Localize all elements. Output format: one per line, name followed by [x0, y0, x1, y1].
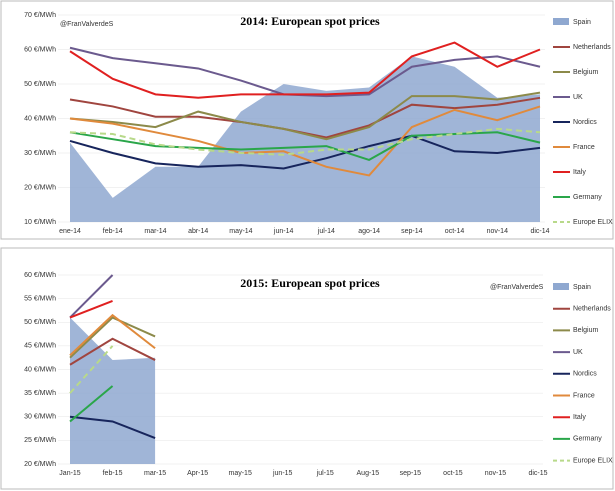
line: [69, 337, 156, 366]
y-tick-label: 45 €/MWh: [24, 343, 56, 350]
legend-label: Italy: [573, 414, 586, 421]
y-tick-label: 60 €/MWh: [24, 46, 56, 53]
y-tick-label: 30 €/MWh: [24, 150, 56, 157]
legend-label: Germany: [573, 436, 602, 443]
line: [69, 345, 114, 394]
legend-label: France: [573, 144, 595, 151]
x-tick-label: sep-14: [401, 228, 423, 235]
legend-label: Italy: [573, 169, 586, 176]
x-tick-label: jul-14: [317, 228, 335, 235]
line: [69, 127, 541, 156]
area: [70, 317, 156, 464]
x-tick-label: jul-15: [316, 470, 334, 477]
legend-label: Nordics: [573, 371, 597, 378]
x-tick-label: may-15: [229, 470, 252, 477]
x-tick-label: feb-14: [103, 228, 123, 235]
x-tick-label: nov-14: [487, 228, 509, 235]
y-tick-label: 25 €/MWh: [24, 437, 56, 444]
x-tick-label: ene-14: [59, 228, 81, 235]
annotation: @FranValverdeS: [490, 284, 544, 291]
x-tick-label: jun-14: [273, 228, 294, 235]
x-tick-label: dic-15: [528, 470, 547, 477]
legend-label: Spain: [573, 19, 591, 26]
line: [69, 385, 114, 423]
legend-label: Spain: [573, 284, 591, 291]
x-tick-label: oct-14: [445, 228, 465, 235]
x-tick-label: sep-15: [400, 470, 422, 477]
line: [69, 105, 541, 177]
legend-label: France: [573, 392, 595, 399]
line: [69, 313, 156, 357]
x-tick-label: oct-15: [443, 470, 463, 477]
x-tick-label: jun-15: [272, 470, 293, 477]
legend-label: Belgium: [573, 69, 598, 76]
y-tick-label: 20 €/MWh: [24, 461, 56, 468]
legend-swatch: [553, 283, 569, 290]
y-tick-label: 35 €/MWh: [24, 390, 56, 397]
legend-label: Belgium: [573, 327, 598, 334]
line: [69, 316, 156, 359]
y-tick-label: 20 €/MWh: [24, 184, 56, 191]
x-tick-label: dic-14: [530, 228, 549, 235]
legend-label: UK: [573, 94, 583, 101]
x-tick-label: ago-14: [358, 228, 380, 235]
legend-swatch: [553, 18, 569, 25]
x-tick-label: nov-15: [485, 470, 507, 477]
y-tick-label: 30 €/MWh: [24, 414, 56, 421]
x-tick-label: mar-14: [144, 228, 166, 235]
legend-label: Netherlands: [573, 44, 611, 51]
line: [69, 274, 114, 319]
legend-label: Nordics: [573, 119, 597, 126]
x-tick-label: may-14: [229, 228, 252, 235]
y-tick-label: 55 €/MWh: [24, 295, 56, 302]
x-tick-label: Aug-15: [357, 470, 380, 477]
line: [69, 300, 113, 319]
x-tick-label: abr-14: [188, 228, 208, 235]
y-tick-label: 40 €/MWh: [24, 115, 56, 122]
line: [69, 134, 541, 170]
x-tick-label: Jan-15: [59, 470, 81, 477]
y-tick-label: 70 €/MWh: [24, 12, 56, 19]
x-tick-label: feb-15: [103, 470, 123, 477]
chart-title: 2014: European spot prices: [240, 14, 380, 28]
legend-label: UK: [573, 349, 583, 356]
line: [69, 41, 541, 99]
x-tick-label: Apr-15: [187, 470, 208, 477]
legend-label: Netherlands: [573, 306, 611, 313]
x-tick-label: mar-15: [144, 470, 166, 477]
y-tick-label: 50 €/MWh: [24, 319, 56, 326]
chart-title: 2015: European spot prices: [240, 276, 380, 290]
line: [69, 91, 541, 141]
y-tick-label: 50 €/MWh: [24, 81, 56, 88]
area: [70, 56, 540, 223]
line: [69, 415, 156, 439]
legend-label: Europe ELIX: [573, 219, 613, 226]
legend-label: Germany: [573, 194, 602, 201]
y-tick-label: 10 €/MWh: [24, 219, 56, 226]
y-tick-label: 60 €/MWh: [24, 272, 56, 279]
annotation: @FranValverdeS: [60, 21, 114, 28]
y-tick-label: 40 €/MWh: [24, 366, 56, 373]
legend-label: Europe ELIX: [573, 457, 613, 464]
